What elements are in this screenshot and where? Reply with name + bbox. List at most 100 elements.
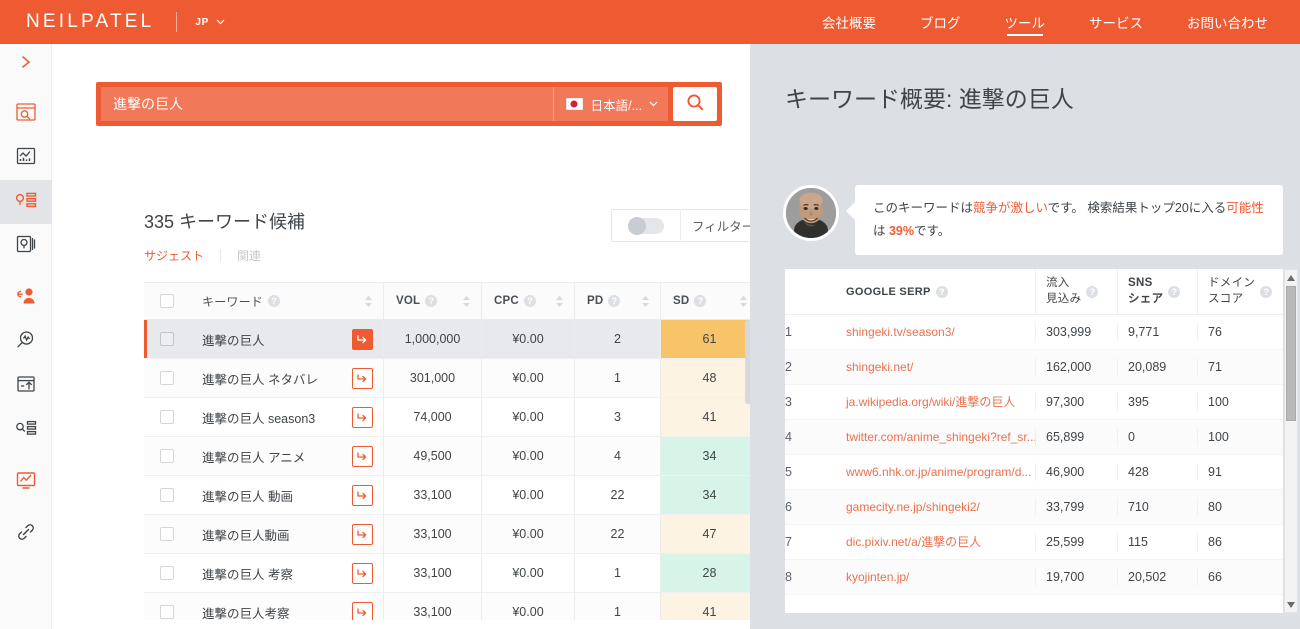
row-checkbox[interactable] [160, 410, 174, 424]
nav-item-contact[interactable]: お問い合わせ [1187, 16, 1268, 31]
serp-url-link[interactable]: kyojinten.jp/ [846, 570, 910, 584]
open-keyword-icon[interactable] [352, 328, 373, 350]
column-label-pd: PD [587, 295, 604, 307]
sidebar-item-traffic-analyzer[interactable] [0, 136, 52, 180]
tab-suggest[interactable]: サジェスト [144, 249, 205, 263]
row-keyword-cell: 進撃の巨人 ネタバレ [190, 359, 383, 397]
column-header-pd[interactable]: PD ? [574, 283, 660, 319]
open-keyword-icon[interactable] [352, 406, 373, 428]
row-select-cell [144, 359, 190, 397]
help-icon[interactable]: ? [1260, 285, 1273, 298]
keyword-table-body[interactable]: 進撃の巨人 1,000,000 ¥0.00 2 61 進撃の巨人 ネタバレ 301,000 ¥… [144, 320, 766, 620]
sort-icon[interactable] [641, 295, 650, 308]
help-icon[interactable]: ? [608, 295, 621, 307]
scroll-up-arrow-icon[interactable] [1285, 271, 1297, 284]
open-keyword-icon[interactable] [352, 562, 373, 584]
serp-url-link[interactable]: shingeki.tv/season3/ [846, 325, 955, 339]
row-checkbox[interactable] [160, 527, 174, 541]
table-row[interactable]: 進撃の巨人 season3 74,000 ¥0.00 3 41 [144, 398, 766, 437]
open-keyword-icon[interactable] [352, 445, 373, 467]
serp-sns-cell: 20,502 [1117, 568, 1197, 586]
table-row[interactable]: 進撃の巨人 ネタバレ 301,000 ¥0.00 1 48 [144, 359, 766, 398]
main-navigation: 会社概要 ブログ ツール サービス お問い合わせ [800, 0, 1300, 44]
sidebar-item-rank-tracking[interactable] [0, 460, 52, 504]
sidebar-item-expand[interactable] [0, 44, 52, 84]
column-header-cpc[interactable]: CPC ? [481, 283, 574, 319]
help-icon[interactable]: ? [425, 295, 438, 307]
sidebar-item-link-tool[interactable] [0, 512, 52, 556]
help-icon[interactable]: ? [268, 295, 281, 307]
row-checkbox[interactable] [160, 488, 174, 502]
help-icon[interactable]: ? [1086, 285, 1099, 298]
table-row[interactable]: 進撃の巨人 考察 33,100 ¥0.00 1 28 [144, 554, 766, 593]
sidebar-item-competitors[interactable] [0, 276, 52, 320]
serp-url-link[interactable]: ja.wikipedia.org/wiki/進撃の巨人 [846, 395, 1016, 409]
open-keyword-icon[interactable] [352, 484, 373, 506]
nav-item-company[interactable]: 会社概要 [822, 16, 876, 31]
column-header-sd[interactable]: SD ? [660, 283, 758, 319]
serp-url-link[interactable]: gamecity.ne.jp/shingeki2/ [846, 500, 980, 514]
sort-icon[interactable] [555, 295, 564, 308]
row-cpc-value: ¥0.00 [512, 371, 544, 385]
serp-url-link[interactable]: dic.pixiv.net/a/進撃の巨人 [846, 535, 982, 549]
row-checkbox[interactable] [160, 332, 174, 346]
help-icon[interactable]: ? [694, 295, 707, 307]
open-keyword-icon[interactable] [352, 367, 373, 389]
serp-row: 8 kyojinten.jp/19,700 20,502 66 [785, 560, 1283, 595]
serp-scrollbar[interactable] [1284, 269, 1298, 613]
open-keyword-icon[interactable] [352, 523, 373, 545]
help-icon[interactable]: ? [1168, 285, 1181, 298]
open-keyword-icon[interactable] [352, 601, 373, 620]
search-language-selector[interactable]: 日本語/... [552, 87, 668, 121]
serp-url-link[interactable]: twitter.com/anime_shingeki?ref_sr... [846, 430, 1037, 444]
language-switcher[interactable]: JP [195, 16, 225, 28]
row-vol-cell: 33,100 [383, 515, 481, 553]
sort-icon[interactable] [739, 295, 748, 308]
nav-item-blog[interactable]: ブログ [920, 16, 961, 31]
filter-label[interactable]: フィルター [691, 220, 755, 234]
serp-domain-cell: 100 [1197, 428, 1277, 446]
table-row[interactable]: 進撃の巨人 アニメ 49,500 ¥0.00 4 34 [144, 437, 766, 476]
page-title: キーワード概要: 進撃の巨人 [785, 86, 1074, 112]
nav-item-tools[interactable]: ツール [1005, 0, 1045, 44]
sidebar-item-keyword-overview[interactable] [0, 224, 52, 268]
table-row[interactable]: 進撃の巨人 動画 33,100 ¥0.00 22 34 [144, 476, 766, 515]
row-checkbox[interactable] [160, 449, 174, 463]
sort-icon[interactable] [462, 295, 471, 308]
language-switcher-label: JP [195, 16, 209, 28]
column-header-keyword[interactable]: キーワード ? [190, 283, 383, 319]
serp-url-link[interactable]: www6.nhk.or.jp/anime/program/d... [846, 465, 1032, 479]
row-checkbox[interactable] [160, 605, 174, 619]
row-checkbox[interactable] [160, 371, 174, 385]
table-row[interactable]: 進撃の巨人動画 33,100 ¥0.00 22 47 [144, 515, 766, 554]
scroll-down-arrow-icon[interactable] [1285, 598, 1297, 611]
sidebar-item-site-audit[interactable] [0, 92, 52, 136]
scrollbar-thumb[interactable] [745, 320, 752, 404]
sort-icon[interactable] [364, 295, 373, 308]
search-input[interactable] [101, 87, 553, 121]
sidebar-item-seo-analyzer[interactable] [0, 320, 52, 364]
sidebar-item-backlinks[interactable] [0, 364, 52, 408]
table-row[interactable]: 進撃の巨人考察 33,100 ¥0.00 1 41 [144, 593, 766, 620]
tab-related[interactable]: 関連 [237, 249, 262, 263]
search-list-icon [15, 418, 38, 443]
keyword-table-scrollbar[interactable] [745, 320, 752, 620]
row-checkbox[interactable] [160, 566, 174, 580]
serp-traffic-value: 33,799 [1046, 500, 1085, 514]
sidebar-item-keyword-ideas[interactable] [0, 180, 52, 224]
serp-rank-value: 6 [785, 500, 792, 514]
serp-scrollbar-thumb[interactable] [1286, 286, 1296, 421]
sidebar-item-keyword-research[interactable] [0, 408, 52, 452]
nav-item-services[interactable]: サービス [1089, 16, 1143, 31]
search-submit-button[interactable] [673, 87, 717, 121]
column-header-vol[interactable]: VOL ? [383, 283, 481, 319]
serp-column-label-url: GOOGLE SERP [846, 285, 931, 298]
help-icon[interactable]: ? [935, 285, 948, 298]
serp-traffic-cell: 25,599 [1035, 533, 1117, 551]
table-row[interactable]: 進撃の巨人 1,000,000 ¥0.00 2 61 [144, 320, 766, 359]
serp-url-link[interactable]: shingeki.net/ [846, 360, 914, 374]
filter-toggle[interactable] [628, 216, 664, 235]
brand-logo[interactable]: NEILPATEL [26, 11, 155, 32]
help-icon[interactable]: ? [523, 295, 536, 307]
select-all-checkbox[interactable] [160, 294, 174, 308]
